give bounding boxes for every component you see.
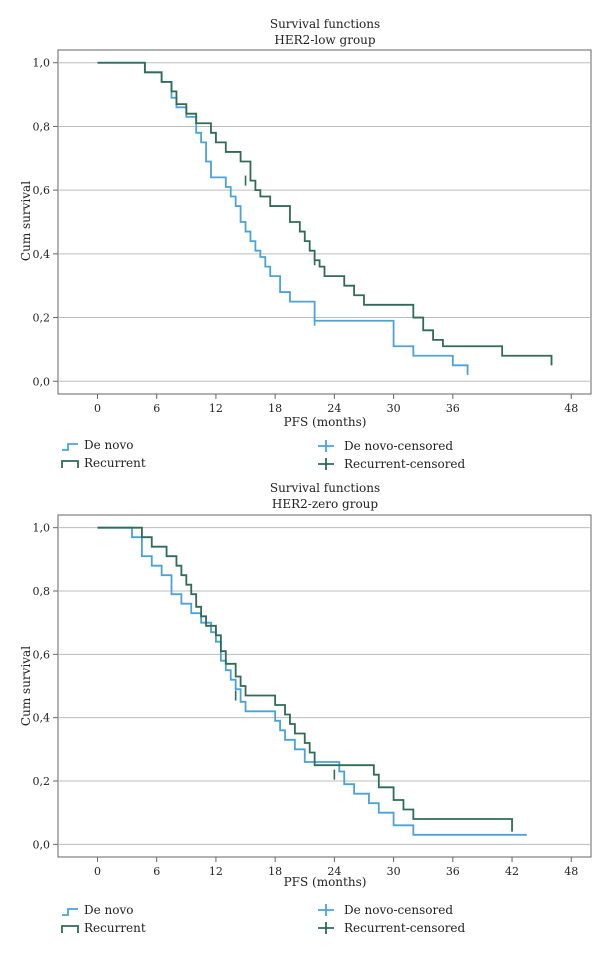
grid-lines	[58, 62, 591, 382]
x-axis-label: PFS (months)	[284, 875, 367, 889]
x-tick-label: 42	[505, 865, 519, 878]
y-tick-label: 0,6	[33, 184, 51, 197]
legend-swatch-de-novo	[62, 908, 78, 916]
legend-label-de-novo: De novo	[84, 903, 134, 917]
legend-label-recurrent: Recurrent	[84, 921, 146, 935]
x-tick-label: 6	[153, 865, 160, 878]
x-tick-label: 48	[564, 402, 578, 415]
x-tick-label: 0	[94, 402, 101, 415]
x-tick-label: 24	[327, 865, 341, 878]
y-tick-labels: 0,0 0,2 0,4 0,6 0,8 1,0	[33, 522, 58, 851]
y-axis-label: Cum survival	[19, 646, 33, 726]
legend-swatch-de-novo-censored	[318, 904, 334, 916]
legend-swatch-de-novo-censored	[318, 440, 334, 452]
legend-label-de-novo-censored: De novo-censored	[344, 439, 453, 453]
legend-swatch-de-novo	[62, 443, 78, 451]
y-tick-labels: 0,0 0,2 0,4 0,6 0,8 1,0	[33, 57, 58, 388]
chart-her2-low: Survival functions HER2-low group 0,0 0,2…	[19, 17, 592, 471]
series-line-de-novo	[97, 526, 527, 836]
chart-subtitle: HER2-zero group	[272, 497, 379, 511]
y-tick-label: 0,6	[33, 648, 51, 661]
y-axis-label: Cum survival	[19, 181, 33, 261]
series-line-recurrent	[97, 61, 553, 366]
series-layer	[97, 61, 553, 375]
x-axis-label: PFS (months)	[284, 415, 367, 429]
y-tick-label: 0,8	[33, 585, 51, 598]
chart-title: Survival functions	[270, 481, 380, 495]
y-tick-label: 0,0	[33, 375, 51, 388]
y-tick-label: 0,0	[33, 838, 51, 851]
x-tick-label: 48	[564, 865, 578, 878]
series-layer	[97, 526, 527, 836]
x-tick-label: 24	[327, 402, 341, 415]
series-line-de-novo	[97, 61, 469, 375]
legend-swatch-recurrent	[61, 925, 79, 933]
x-tick-label: 12	[209, 402, 223, 415]
chart-her2-zero: Survival functions HER2-zero group 0,00,…	[19, 481, 592, 935]
x-tick-label: 6	[153, 402, 160, 415]
x-tick-label: 30	[387, 402, 401, 415]
legend-label-de-novo-censored: De novo-censored	[344, 903, 453, 917]
legend-label-recurrent: Recurrent	[84, 456, 146, 470]
chart-title: Survival functions	[270, 17, 380, 31]
series-line-recurrent	[97, 526, 513, 832]
plot-frame	[57, 514, 592, 858]
legend-label-de-novo: De novo	[84, 438, 134, 452]
y-tick-label: 0,4	[33, 712, 51, 725]
x-tick-labels: 0 6 12 18 24 30 36 42 48	[94, 857, 578, 878]
y-tick-label: 1,0	[33, 522, 51, 535]
x-tick-label: 18	[268, 865, 282, 878]
y-tick-label: 0,2	[33, 312, 51, 325]
grid-lines	[58, 527, 591, 845]
chart-subtitle: HER2-low group	[274, 33, 375, 47]
x-tick-label: 18	[268, 402, 282, 415]
x-tick-label: 36	[446, 865, 460, 878]
legend-swatch-recurrent	[61, 460, 79, 468]
legend-swatch-recurrent-censored	[318, 458, 334, 470]
y-tick-label: 0,4	[33, 248, 51, 261]
legend-swatch-recurrent-censored	[318, 922, 334, 934]
y-tick-label: 0,2	[33, 775, 51, 788]
legend-label-recurrent-censored: Recurrent-censored	[344, 457, 466, 471]
x-tick-label: 12	[209, 865, 223, 878]
y-tick-label: 1,0	[33, 57, 51, 70]
legend: De novo Recurrent De novo-censored Recur…	[61, 903, 466, 935]
y-tick-label: 0,8	[33, 120, 51, 133]
x-tick-label: 36	[446, 402, 460, 415]
x-tick-labels: 0 6 12 18 24 30 36 48	[94, 394, 578, 415]
legend-label-recurrent-censored: Recurrent-censored	[344, 921, 466, 935]
legend: De novo Recurrent De novo-censored Recur…	[61, 438, 466, 471]
x-tick-label: 0	[94, 865, 101, 878]
plot-frame	[57, 49, 592, 395]
x-tick-label: 30	[387, 865, 401, 878]
